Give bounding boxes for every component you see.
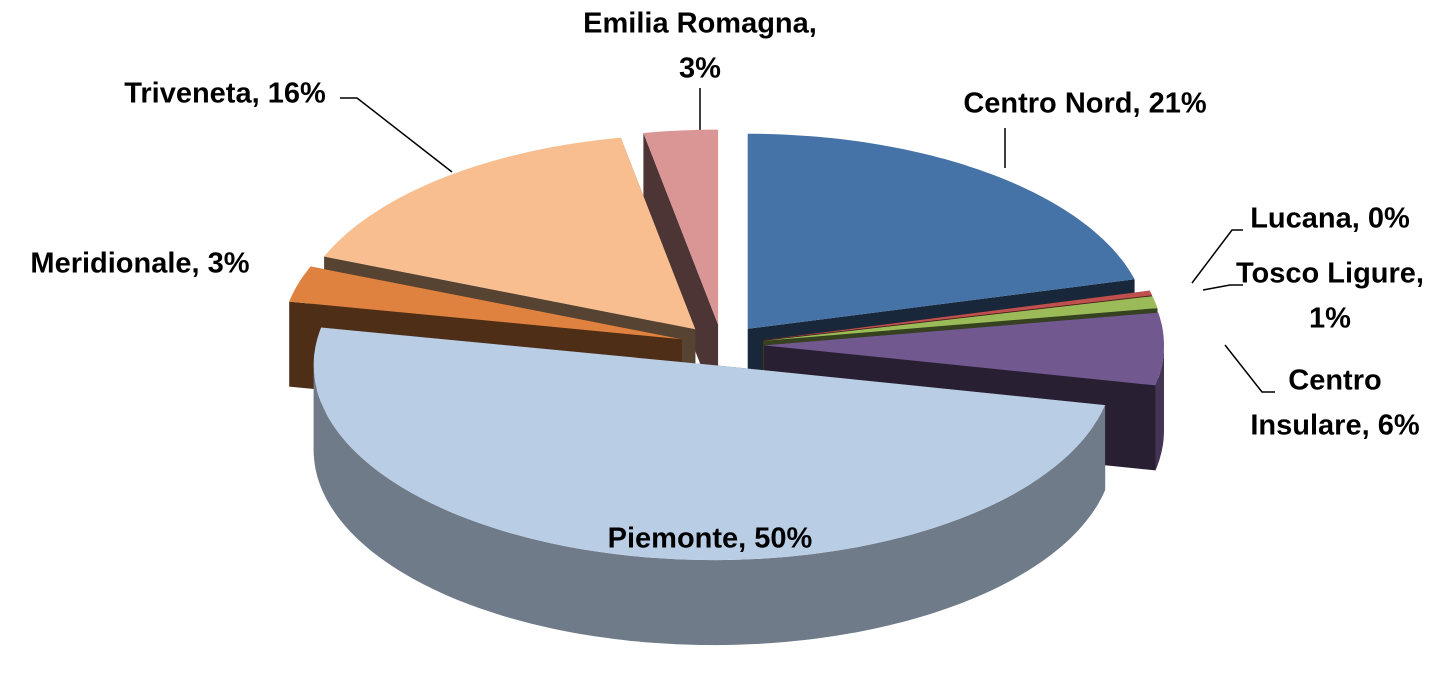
leader-line bbox=[1202, 284, 1243, 291]
slice-wall bbox=[313, 365, 1106, 646]
data-label: Emilia Romagna, bbox=[583, 8, 817, 40]
slice bbox=[747, 133, 1135, 329]
slice bbox=[324, 137, 696, 330]
data-label: Piemonte, 50% bbox=[608, 523, 813, 555]
slice bbox=[289, 266, 682, 340]
data-label: Centro bbox=[1288, 365, 1381, 397]
data-label: Centro Nord, 21% bbox=[963, 88, 1207, 120]
leader-line bbox=[1224, 344, 1275, 393]
slice bbox=[643, 129, 719, 325]
data-label: Insulare, 6% bbox=[1250, 410, 1419, 442]
leader-line bbox=[340, 97, 453, 173]
data-label: Lucana, 0% bbox=[1250, 203, 1410, 235]
slice-wall bbox=[1155, 345, 1164, 471]
slice-side bbox=[643, 133, 719, 410]
slice bbox=[763, 296, 1158, 341]
slice bbox=[313, 327, 1106, 561]
data-label: Triveneta, 16% bbox=[124, 78, 326, 110]
data-label: 1% bbox=[1309, 303, 1351, 335]
slice bbox=[764, 312, 1164, 386]
leader-line bbox=[1191, 229, 1243, 284]
data-label: Meridionale, 3% bbox=[30, 248, 249, 280]
data-label: Tosco Ligure, bbox=[1236, 258, 1424, 290]
data-label: 3% bbox=[679, 53, 721, 85]
leader-lines bbox=[340, 88, 1275, 393]
slice bbox=[762, 290, 1153, 341]
pie bbox=[289, 129, 1164, 646]
